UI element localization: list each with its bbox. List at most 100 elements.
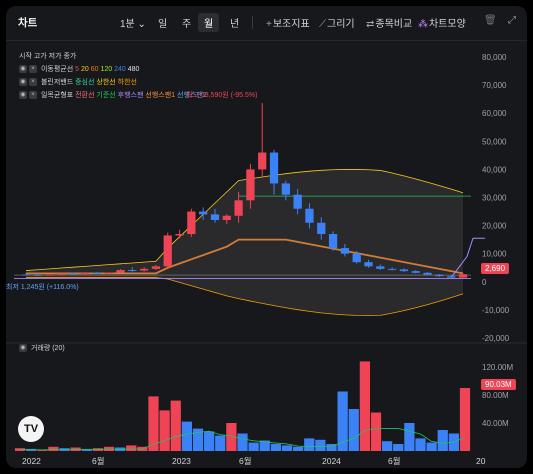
time-axis-label: 2024 [322,456,341,466]
draw-button[interactable]: ⟋그리기 [319,19,355,30]
price-axis-label: 30,000 [482,194,507,203]
price-volume-chart[interactable]: 80,000 70,000 60,000 50,000 40,000 30,000 20,0… [6,40,527,468]
price-axis-label: 80,000 [482,53,507,62]
low-annotation: 최저 1,245원 (+116.0%) [6,284,79,291]
candle-body [92,272,101,274]
chart-shape-button[interactable]: ⁂차트모양 [418,19,466,30]
trash-icon[interactable]: 🗑 [484,15,497,26]
price-axis-label: 70,000 [482,81,507,90]
volume-bar [382,441,393,451]
interval-year[interactable]: 년 [230,19,240,30]
time-axis-label: 6월 [92,456,105,466]
ichimoku-legend[interactable]: ◉ × 일목균형표 전환선 기준선 후행스팬 선행스팬1 선행스팬2 [19,91,207,100]
close-icon[interactable]: × [29,91,37,100]
interval-month[interactable]: 월 [198,13,220,32]
current-volume-tag: 90.03M [481,379,516,390]
volume-bar [126,445,137,451]
candle-body [175,234,184,236]
volume-bar [393,444,404,451]
bb-legend[interactable]: ◉ × 볼린저밴드 중심선 상한선 하한선 [19,78,137,87]
time-axis-label: 6월 [239,456,252,466]
volume-axis-label: 40.00M [482,419,509,428]
eye-icon[interactable]: ◉ [19,344,27,353]
pen-icon: ⟋ [319,19,326,30]
compare-button[interactable]: ⇄종목비교 [366,19,413,30]
candle-body [57,273,66,275]
volume-bar [237,433,248,451]
candle-body [234,200,243,216]
eye-icon[interactable]: ◉ [19,91,27,100]
price-axis-label: 0 [482,278,487,287]
interval-1min-dropdown[interactable]: 1분 ⌄ [120,19,146,30]
chart-title: 차트 [18,17,38,29]
time-axis-label: 6월 [388,456,401,466]
volume-bar [159,410,170,451]
chevron-down-icon: ⌄ [137,19,146,30]
volume-bar [215,435,226,451]
chart-toolbar: 차트 1분 ⌄ 일 주 월 년 +보조지표 ⟋그리기 ⇄종목비교 ⁂차트모양 🗑… [6,6,527,41]
fullscreen-icon[interactable]: ⤢ [508,15,516,26]
price-axis-label: 20,000 [482,222,507,231]
eye-icon[interactable]: ◉ [19,65,27,74]
candle-body [116,269,125,273]
volume-bar [204,431,215,451]
interval-week[interactable]: 주 [182,19,192,30]
volume-axis-label: 80.00M [482,391,509,400]
volume-bar [415,438,426,451]
candle-body [399,269,409,272]
volume-bar [304,438,315,451]
candle-body [328,234,338,249]
candle-body [21,274,31,276]
candle-body [340,248,350,254]
candle-body [352,253,361,263]
ichimoku-lagging-line [450,237,485,278]
bollinger-band-fill [26,169,463,316]
candle-body [411,271,420,273]
divider [252,16,253,29]
candle-body [305,208,314,223]
volume-bar [81,448,92,451]
volume-bar [48,446,59,451]
time-axis-label: 20 [476,456,486,466]
volume-bar [437,430,448,451]
candle-body [317,222,326,235]
volume-bar [181,421,192,451]
high-annotation: 최고 63,590원 (-95.5%) [186,92,258,99]
candle-body [33,274,42,276]
candle-body [376,266,385,269]
candle-body [435,274,444,277]
volume-bar [326,444,337,451]
candle-body [246,169,255,201]
candle-body [199,211,208,215]
tradingview-logo: TV [18,416,44,442]
compare-icon: ⇄ [366,19,375,30]
candle-body [447,276,456,278]
volume-bar [148,396,159,451]
volume-axis-label: 120.00M [482,363,513,372]
candle-body [364,262,373,267]
volume-bar [170,400,181,451]
price-axis-label: -20,000 [482,334,510,343]
volume-bar [293,446,304,451]
current-price-tag: 2,690 [481,263,510,274]
bollinger-lower-line [26,277,464,316]
interval-day[interactable]: 일 [158,19,168,30]
candle-body [139,268,149,271]
candle-body [128,269,137,271]
indicator-button[interactable]: +보조지표 [266,19,310,30]
volume-bar [426,442,437,451]
candle-body [45,274,54,276]
candle-body [222,215,231,220]
ma-legend[interactable]: ◉ × 이동평균선 5 20 60 120 240 480 [19,65,140,74]
volume-bar [348,409,359,451]
volume-bar [270,444,281,451]
candle-body [104,272,113,274]
close-icon[interactable]: × [29,78,37,87]
eye-icon[interactable]: ◉ [19,78,27,87]
candle-body [458,274,468,278]
candle-body [210,214,220,220]
volume-legend[interactable]: ◉ 거래량 (20) [19,344,65,353]
close-icon[interactable]: × [29,65,37,74]
time-axis-label: 2022 [22,456,41,466]
candle-body [163,235,172,267]
